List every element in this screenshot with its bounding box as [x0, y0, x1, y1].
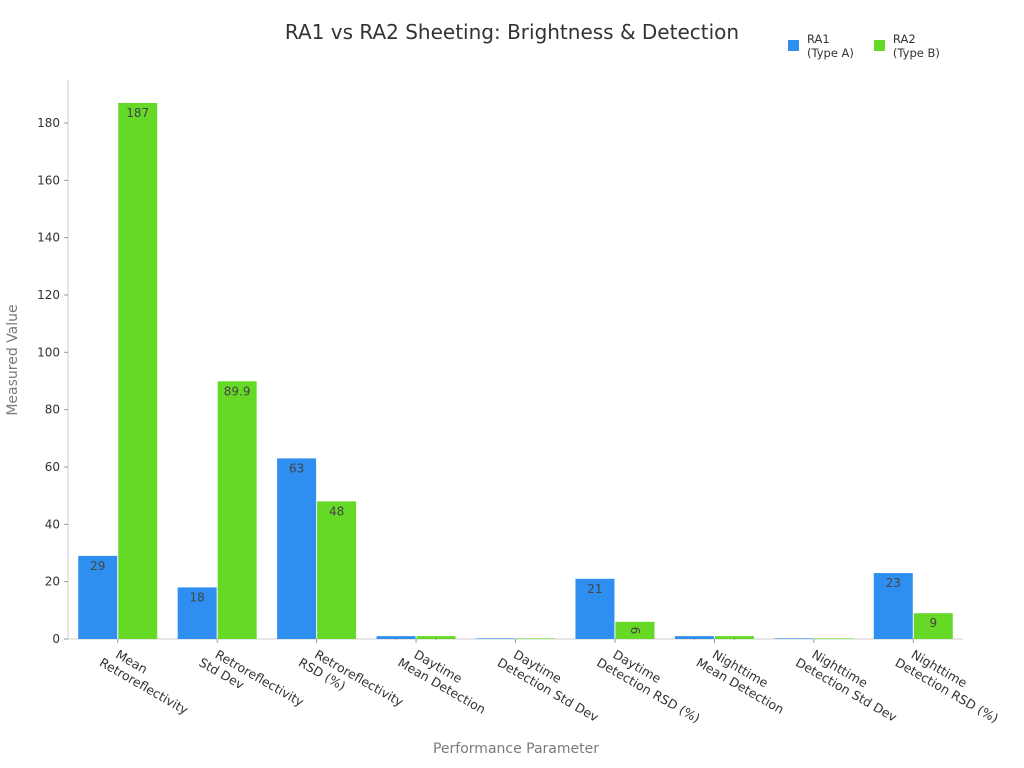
bar-ra1: [177, 587, 217, 639]
x-category-label: NighttimeMean Detection: [694, 642, 795, 717]
y-tick-label: 100: [37, 345, 60, 359]
bar-ra1: [674, 636, 714, 639]
y-tick-label: 40: [45, 517, 60, 531]
bar-ra2: [913, 613, 953, 639]
x-category-label: NighttimeDetection RSD (%): [893, 642, 1009, 726]
bar-ra2: [615, 621, 655, 639]
data-label: 187: [126, 106, 149, 120]
y-tick-label: 60: [45, 460, 60, 474]
bar-ra2: [516, 638, 555, 639]
y-tick-label: 120: [37, 288, 60, 302]
bar-ra2: [217, 381, 257, 639]
y-tick-label: 140: [37, 231, 60, 245]
bar-ra1: [774, 638, 814, 639]
y-tick-label: 20: [45, 575, 60, 589]
x-category-label: RetroreflectivityRSD (%): [296, 642, 407, 723]
data-label: 1: [435, 637, 437, 641]
bar-ra2: [416, 636, 456, 639]
legend-label-ra1: RA1 (Type A): [807, 32, 854, 60]
bar-ra1: [476, 638, 515, 639]
x-category-label: DaytimeDetection RSD (%): [594, 642, 710, 726]
data-label: 1: [693, 637, 695, 641]
bar-ra2: [714, 636, 754, 639]
legend-item-ra1[interactable]: RA1 (Type A): [788, 32, 854, 60]
bar-ra1: [575, 578, 615, 639]
bar-ra1: [277, 458, 317, 639]
chart-title: RA1 vs RA2 Sheeting: Brightness & Detect…: [284, 20, 740, 44]
data-label: 21: [587, 582, 602, 596]
x-category-label: MeanRetroreflectivity: [97, 642, 199, 718]
bar-ra1: [78, 555, 118, 639]
data-label: 6: [628, 627, 642, 635]
bar-ra1: [376, 636, 416, 639]
data-label: 29: [90, 559, 105, 573]
y-tick-label: 0: [52, 632, 60, 646]
data-label: 89.9: [224, 384, 251, 398]
x-category-label: NighttimeDetection Std Dev: [793, 642, 907, 725]
legend-swatch-ra1: [788, 40, 799, 51]
legend-item-ra2[interactable]: RA2 (Type B): [873, 32, 940, 60]
data-label: 63: [289, 461, 304, 475]
y-tick-label: 80: [45, 403, 60, 417]
y-tick-label: 180: [37, 116, 60, 130]
data-label: 1: [395, 637, 397, 641]
bar-ra1: [873, 573, 913, 639]
data-label: 9: [929, 616, 937, 630]
x-axis-title: Performance Parameter: [432, 741, 599, 757]
legend-label-ra2: RA2 (Type B): [892, 32, 940, 60]
legend-swatch-ra2: [873, 40, 885, 51]
data-label: 1: [733, 637, 735, 641]
x-category-label: DaytimeDetection Std Dev: [495, 642, 609, 725]
bar-ra2: [118, 102, 158, 639]
x-category-label: RetroreflectivityStd Dev: [197, 642, 308, 723]
data-label: 23: [886, 576, 901, 590]
data-label: 48: [329, 504, 344, 518]
data-label: 18: [190, 590, 205, 604]
legend: RA1 (Type A) RA2 (Type B): [788, 32, 940, 60]
bar-ra2: [814, 638, 854, 639]
y-tick-label: 160: [37, 173, 60, 187]
bar-ra2: [317, 501, 357, 639]
x-category-label: DaytimeMean Detection: [395, 642, 496, 717]
